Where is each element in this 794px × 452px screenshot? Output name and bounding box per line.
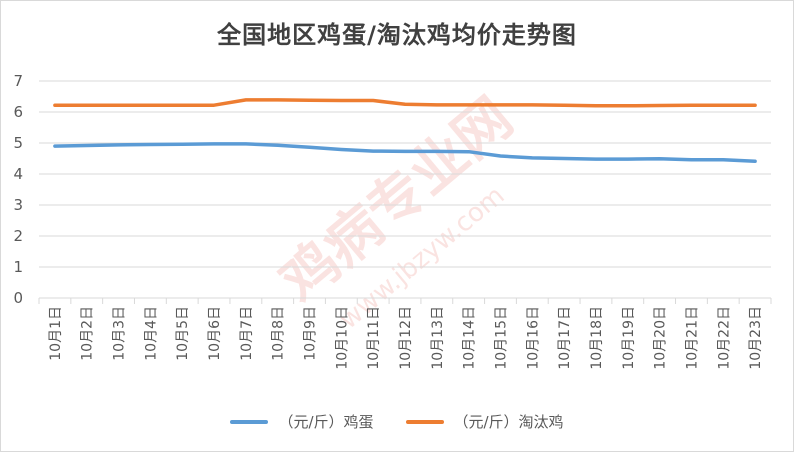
y-axis: 0 1 2 3 4 5 6 7 [13,72,23,307]
y-tick-label: 1 [13,258,23,276]
x-tick-label: 10月19日 [621,306,637,370]
x-tick-label: 10月4日 [143,306,159,361]
x-tick-label: 10月14日 [462,306,478,370]
x-tick-label: 10月22日 [716,306,732,370]
legend-item-egg[interactable]: （元/斤）鸡蛋 [230,411,374,432]
series-lines [53,98,757,164]
legend-swatch-egg [230,419,269,424]
legend-label-egg: （元/斤）鸡蛋 [278,413,374,431]
x-tick-label: 10月10日 [334,306,350,370]
legend-item-hen[interactable]: （元/斤）淘汰鸡 [405,411,564,432]
x-tick-label: 10月2日 [80,306,96,361]
x-tick-label: 10月15日 [493,306,509,370]
y-tick-label: 3 [13,196,23,214]
x-tick-label: 10月1日 [48,306,64,361]
x-tick-label: 10月17日 [557,306,573,370]
x-tick-label: 10月11日 [366,306,382,370]
gridlines [39,80,771,299]
x-tick-label: 10月7日 [239,306,255,361]
chart-title: 全国地区鸡蛋/淘汰鸡均价走势图 [217,21,577,49]
series-line-0 [53,142,757,164]
legend-swatch-hen [405,419,444,424]
x-tick-label: 10月5日 [175,306,191,361]
x-tick-label: 10月6日 [207,306,223,361]
legend: （元/斤）鸡蛋 （元/斤）淘汰鸡 [1,411,793,432]
y-tick-label: 0 [13,289,23,307]
x-tick-label: 10月20日 [653,306,669,370]
x-tick-label: 10月3日 [112,306,128,361]
x-tick-label: 10月21日 [684,306,700,370]
x-tick-label: 10月9日 [303,306,319,361]
series-line-1 [53,98,757,108]
x-tick-label: 10月16日 [525,306,541,370]
y-tick-label: 2 [13,227,23,245]
x-tick-label: 10月23日 [748,306,764,370]
x-tick-label: 10月8日 [271,306,287,361]
x-tick-label: 10月12日 [398,306,414,370]
y-tick-label: 6 [13,103,23,121]
x-tick-label: 10月18日 [589,306,605,370]
legend-label-hen: （元/斤）淘汰鸡 [453,413,564,431]
x-tick-label: 10月13日 [430,306,446,370]
y-tick-label: 7 [13,72,23,90]
y-tick-label: 4 [13,165,23,183]
x-axis: 10月1日 10月2日 10月3日 10月4日 10月5日 10月6日 10月7日 10月8日… [38,298,772,370]
y-tick-label: 5 [13,134,23,152]
